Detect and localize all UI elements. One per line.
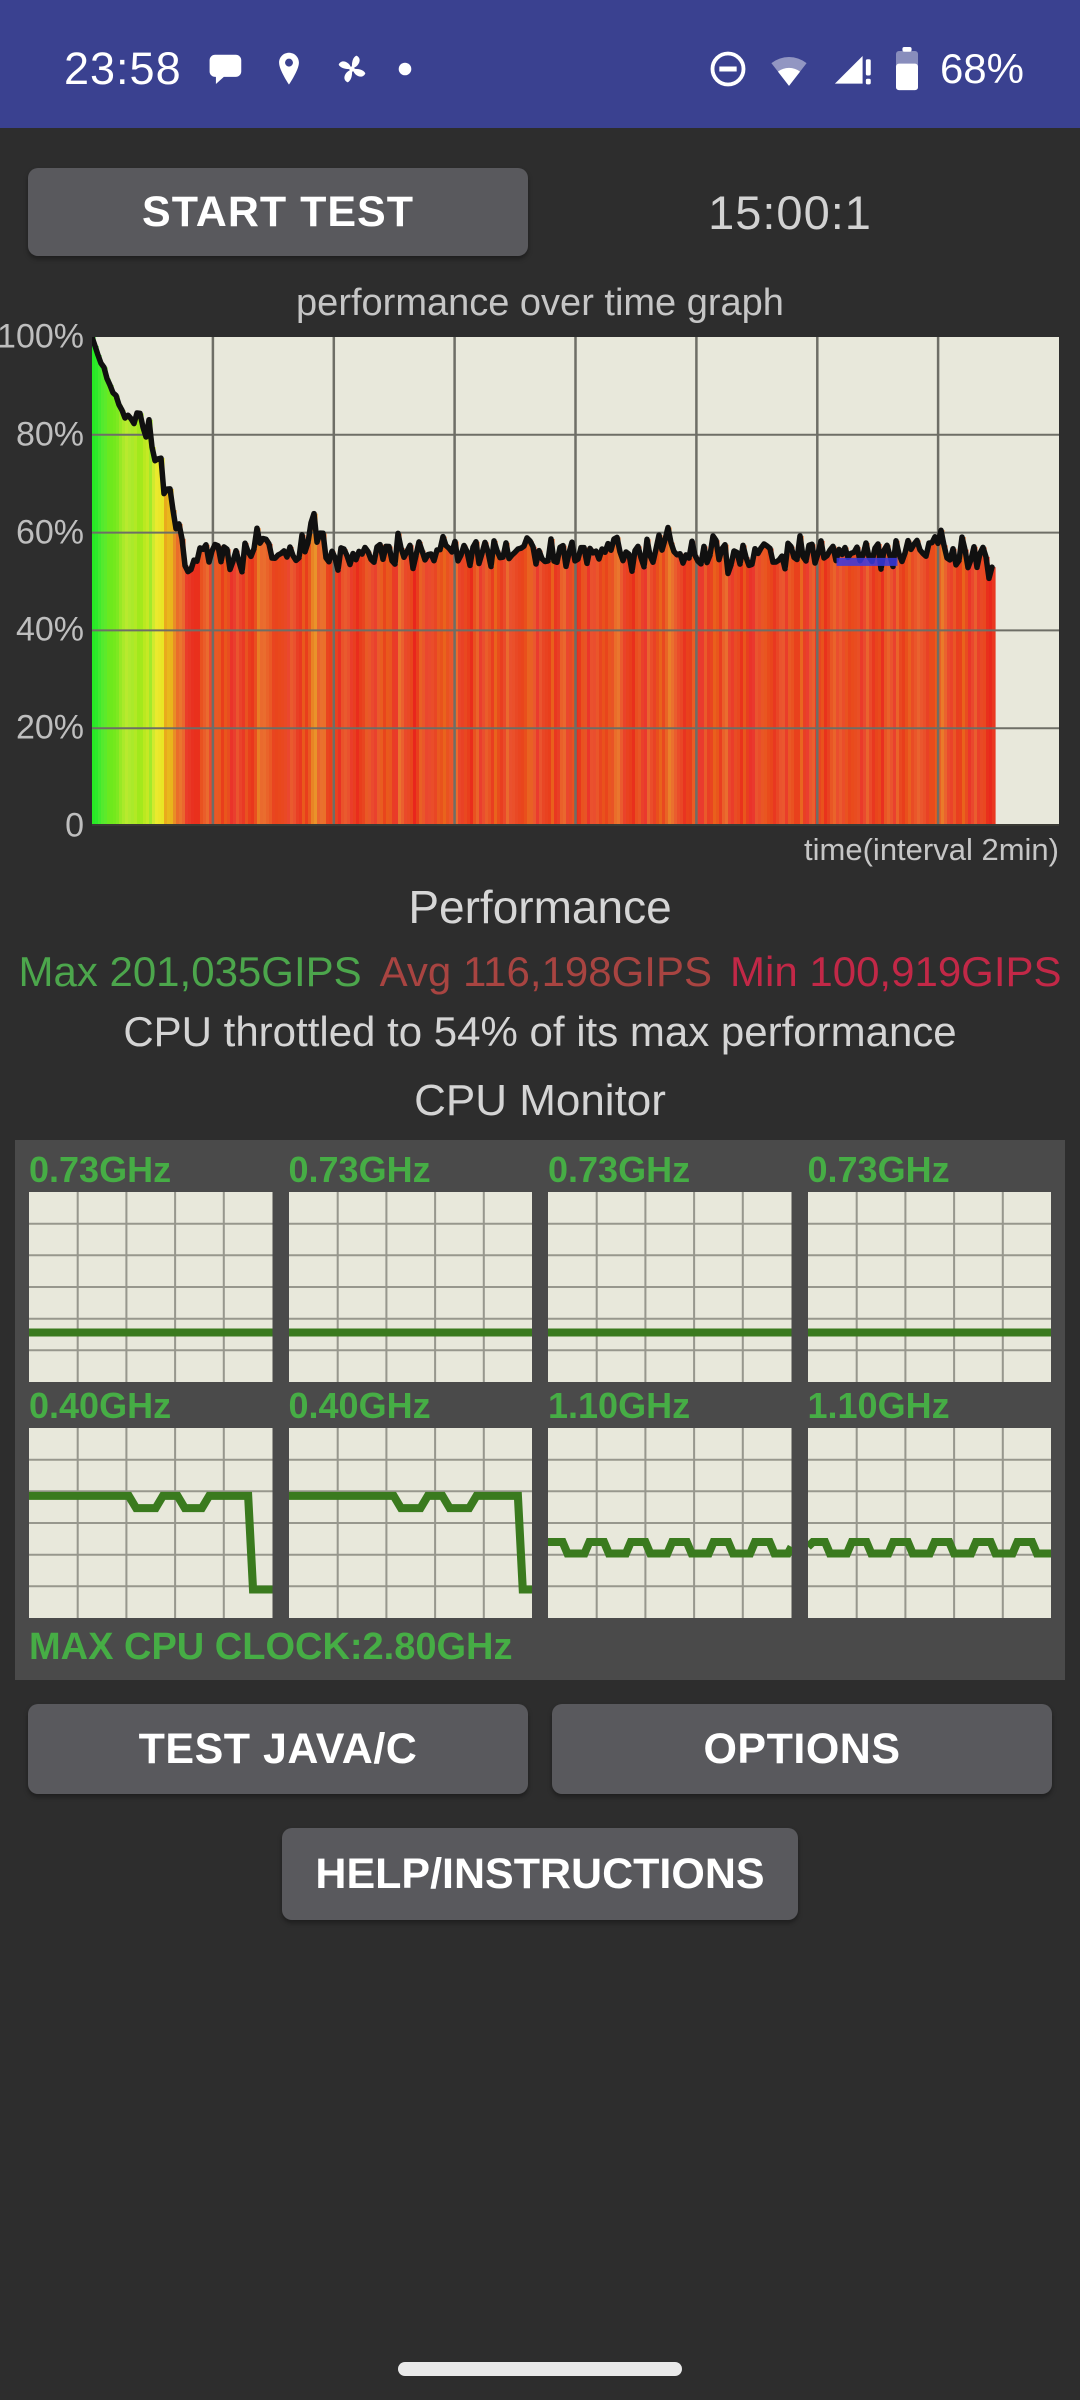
chat-bubble-icon xyxy=(208,50,246,88)
avg-gips-stat: Avg 116,198GIPS xyxy=(379,948,713,995)
status-bar: 23:58 xyxy=(0,0,1080,128)
gesture-navigation-pill[interactable] xyxy=(398,2362,682,2376)
battery-icon xyxy=(894,47,920,91)
fan-icon xyxy=(332,49,372,89)
cpu-core-1: 0.73GHz xyxy=(288,1148,532,1382)
clock: 23:58 xyxy=(64,43,182,94)
help-instructions-button[interactable]: HELP/INSTRUCTIONS xyxy=(282,1828,798,1920)
top-controls-row: START TEST 15:00:1 xyxy=(28,168,1052,256)
cpu-core-5: 0.40GHz xyxy=(288,1384,532,1618)
cpu-core-frequency-label: 0.40GHz xyxy=(29,1385,172,1426)
cpu-core-frequency-label: 1.10GHz xyxy=(548,1385,691,1426)
performance-stats: Max 201,035GIPS Avg 116,198GIPS Min 100,91… xyxy=(0,948,1080,996)
status-bar-left: 23:58 xyxy=(64,43,412,95)
do-not-disturb-icon xyxy=(708,49,748,89)
cpu-core-frequency-graph xyxy=(29,1192,273,1382)
cpu-core-frequency-label: 0.40GHz xyxy=(288,1385,431,1426)
cpu-core-frequency-graph xyxy=(288,1192,532,1382)
y-axis-tick: 0 xyxy=(65,806,84,845)
cpu-core-0: 0.73GHz xyxy=(29,1148,273,1382)
cpu-core-4: 0.40GHz xyxy=(29,1384,273,1618)
cpu-core-3: 0.73GHz xyxy=(807,1148,1051,1382)
cpu-monitor-panel: 0.73GHz 0.73GHz 0.73GHz 0.73GHz 0.40GHz 0.40G… xyxy=(15,1140,1065,1680)
status-bar-right: 68% xyxy=(708,45,1024,93)
cpu-core-frequency-label: 1.10GHz xyxy=(807,1385,950,1426)
cpu-core-6: 1.10GHz xyxy=(548,1384,792,1618)
cpu-core-frequency-graph xyxy=(548,1192,792,1382)
action-buttons-row: TEST JAVA/C OPTIONS xyxy=(28,1704,1052,1794)
cpu-monitor-heading: CPU Monitor xyxy=(414,1076,666,1125)
y-axis-tick: 100% xyxy=(0,317,84,356)
help-button-row: HELP/INSTRUCTIONS xyxy=(0,1828,1080,1920)
performance-heading: Performance xyxy=(408,881,672,933)
cpu-core-frequency-graph xyxy=(548,1428,792,1618)
battery-percent-label: 68% xyxy=(939,45,1024,92)
cpu-core-7: 1.10GHz xyxy=(807,1384,1051,1618)
cpu-core-frequency-label: 0.73GHz xyxy=(29,1149,172,1190)
start-test-button[interactable]: START TEST xyxy=(28,168,528,256)
max-gips-stat: Max 201,035GIPS xyxy=(18,948,362,995)
chart-y-axis: 100% 80% 60% 40% 20% 0 xyxy=(0,318,92,845)
cpu-core-frequency-graph xyxy=(29,1428,273,1618)
test-java-c-button[interactable]: TEST JAVA/C xyxy=(28,1704,528,1794)
wifi-icon xyxy=(768,50,810,88)
min-gips-stat: Min 100,919GIPS xyxy=(730,948,1062,995)
performance-chart-area: 100% 80% 60% 40% 20% 0 xyxy=(0,318,1059,845)
performance-chart xyxy=(92,337,1059,826)
chart-x-axis-caption: time(interval 2min) xyxy=(804,832,1059,867)
notification-dot xyxy=(398,62,412,76)
cpu-core-frequency-graph xyxy=(288,1428,532,1618)
max-cpu-clock-label: MAX CPU CLOCK:2.80GHz xyxy=(29,1626,513,1668)
chart-title: performance over time graph xyxy=(296,282,784,324)
cpu-core-grid: 0.73GHz 0.73GHz 0.73GHz 0.73GHz 0.40GHz 0.40G… xyxy=(29,1148,1051,1618)
cpu-core-frequency-graph xyxy=(807,1192,1051,1382)
y-axis-tick: 60% xyxy=(15,513,84,552)
cpu-core-frequency-label: 0.73GHz xyxy=(288,1149,431,1190)
cpu-core-frequency-label: 0.73GHz xyxy=(548,1149,691,1190)
cell-signal-alert-icon xyxy=(830,49,874,89)
cpu-core-frequency-label: 0.73GHz xyxy=(807,1149,950,1190)
app-content: START TEST 15:00:1 performance over time… xyxy=(0,168,1080,1920)
y-axis-tick: 80% xyxy=(15,415,84,454)
cpu-core-2: 0.73GHz xyxy=(548,1148,792,1382)
location-pin-icon xyxy=(272,50,306,88)
test-timer: 15:00:1 xyxy=(708,185,872,239)
options-button[interactable]: OPTIONS xyxy=(552,1704,1052,1794)
cpu-core-frequency-graph xyxy=(807,1428,1051,1618)
y-axis-tick: 20% xyxy=(15,708,84,747)
throttle-summary: CPU throttled to 54% of its max performa… xyxy=(123,1008,957,1055)
y-axis-tick: 40% xyxy=(15,610,84,649)
